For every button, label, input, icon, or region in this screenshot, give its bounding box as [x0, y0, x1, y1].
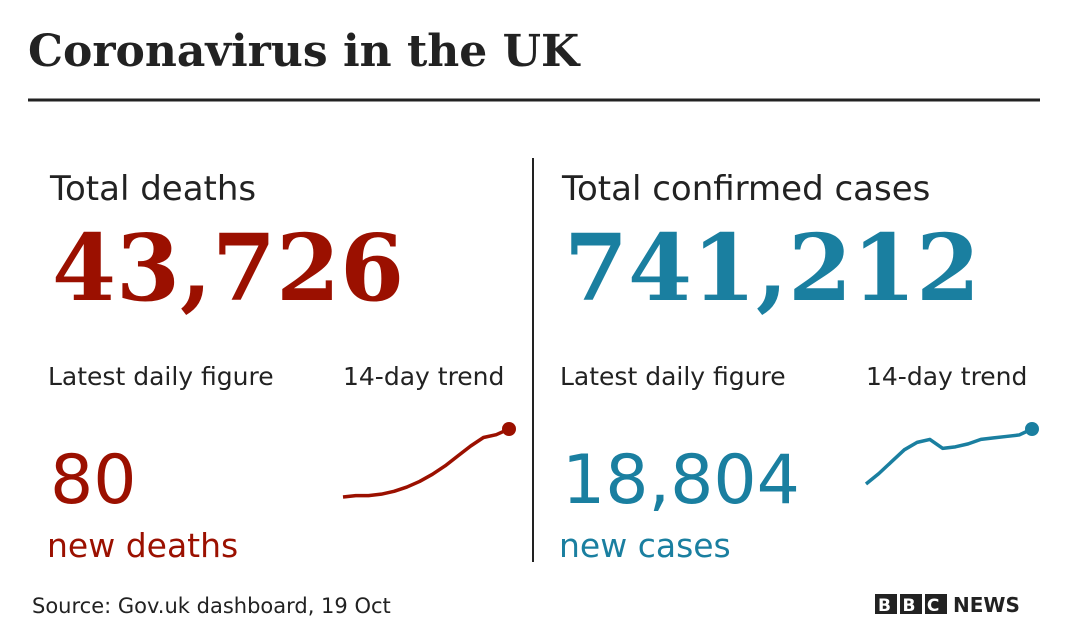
daily-unit: new cases — [559, 526, 731, 565]
title: Coronavirus in the UK — [28, 26, 581, 77]
total-value: 741,212 — [564, 214, 980, 322]
panel-label: Total confirmed cases — [561, 169, 930, 209]
trend-line — [342, 427, 510, 499]
logo: BBC NEWS — [875, 593, 1020, 617]
logo-mark: BBC — [878, 596, 951, 616]
source: Source: Gov.uk dashboard, 19 Oct — [32, 594, 391, 618]
trend-end-dot — [1025, 422, 1039, 436]
daily-label: Latest daily figure — [48, 362, 274, 391]
daily-label: Latest daily figure — [560, 362, 786, 391]
daily-value: 80 — [50, 441, 137, 520]
logo-box — [900, 594, 922, 614]
logo-box — [875, 594, 897, 614]
trend-label: 14-day trend — [343, 362, 504, 391]
trend-label: 14-day trend — [866, 362, 1027, 391]
logo-box — [925, 594, 947, 614]
logo-text: NEWS — [953, 593, 1020, 617]
panel-label: Total deaths — [49, 169, 256, 209]
trend-line — [864, 427, 1033, 486]
daily-unit: new deaths — [47, 526, 238, 565]
total-value: 43,726 — [52, 214, 404, 322]
trend-end-dot — [502, 422, 516, 436]
daily-value: 18,804 — [562, 441, 800, 520]
